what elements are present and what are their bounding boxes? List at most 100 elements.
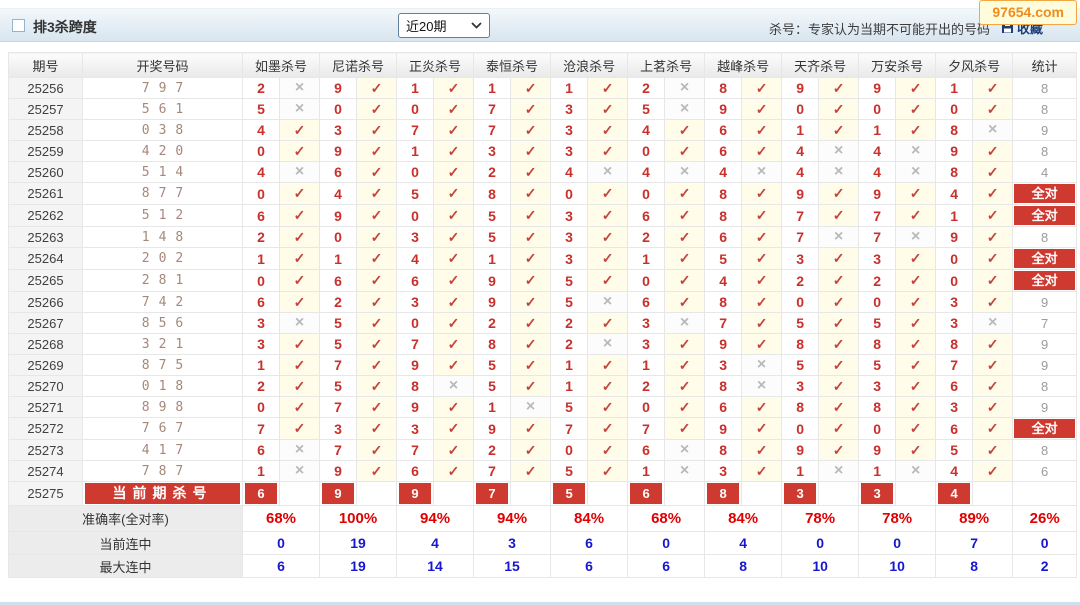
check-icon: ✓ (524, 163, 537, 180)
kill-number-cell: 7 (319, 439, 358, 461)
kill-number-cell: 1 (550, 375, 589, 397)
section-title: 排3杀跨度 (33, 19, 97, 35)
period-cell: 25274 (8, 460, 83, 482)
check-icon: ✓ (370, 250, 383, 266)
check-icon: ✓ (601, 228, 614, 245)
kill-mark-cell: ✓ (664, 333, 706, 355)
kill-number-cell: 4 (396, 247, 435, 270)
check-icon: ✓ (909, 335, 922, 352)
kill-mark-cell: ✓ (664, 119, 706, 141)
draw-numbers-cell: 797 (82, 77, 243, 99)
kill-mark-cell: ✓ (664, 182, 706, 205)
current-period-row: 25275 当前期杀号 6 9 9 7 5 6 8 3 3 4 (8, 481, 1078, 506)
current-kill-mark-cell (972, 481, 1014, 506)
draw-numbers-cell: 514 (82, 161, 243, 183)
summary-value-cell: 14 (396, 554, 475, 578)
table-row: 25256 797 2 × 9 ✓ 1 ✓ 1 ✓ 1 ✓ 2 × 8 ✓ 9 ✓ 9 ✓ 1 ✓ 8 (8, 77, 1078, 99)
kill-number-cell: 8 (935, 333, 974, 355)
kill-mark-cell: ✓ (587, 269, 629, 292)
kill-number-cell: 9 (319, 77, 358, 99)
kill-number-cell: 7 (550, 417, 589, 440)
check-icon: ✓ (986, 250, 999, 266)
kill-number-cell: 7 (473, 98, 512, 120)
column-header-expert: 万安杀号 (858, 52, 937, 78)
kill-number-cell: 7 (242, 417, 280, 440)
x-icon: × (987, 121, 998, 138)
kill-number-cell: 2 (627, 226, 666, 248)
current-kill-number: 3 (784, 483, 817, 504)
check-icon: ✓ (447, 121, 460, 138)
check-icon: ✓ (678, 420, 691, 436)
kill-mark-cell: ✓ (741, 77, 783, 99)
kill-number-cell: 7 (473, 119, 512, 141)
check-icon: ✓ (601, 100, 614, 117)
kill-mark-cell: × (510, 396, 552, 418)
kill-number-cell: 1 (473, 77, 512, 99)
period-cell: 25258 (8, 119, 83, 141)
check-icon: ✓ (293, 250, 306, 266)
check-icon: ✓ (524, 335, 537, 352)
kill-mark-cell: ✓ (433, 333, 475, 355)
kill-number-cell: 6 (935, 375, 974, 397)
check-icon: ✓ (755, 441, 768, 458)
check-icon: ✓ (370, 398, 383, 415)
column-header-draw-numbers: 开奖号码 (82, 52, 243, 78)
kill-number-cell: 9 (704, 417, 743, 440)
check-icon: ✓ (601, 398, 614, 415)
kill-number-cell: 5 (319, 375, 358, 397)
kill-mark-cell: ✓ (972, 439, 1014, 461)
check-icon: ✓ (832, 185, 845, 201)
check-icon: ✓ (755, 335, 768, 352)
kill-mark-cell: × (587, 161, 629, 183)
kill-number-cell: 0 (242, 182, 280, 205)
check-icon: ✓ (909, 207, 922, 223)
check-icon: ✓ (447, 272, 460, 288)
kill-number-cell: 3 (935, 291, 974, 313)
kill-number-cell: 2 (550, 333, 589, 355)
kill-number-cell: 0 (627, 182, 666, 205)
kill-number-cell: 0 (627, 269, 666, 292)
kill-mark-cell: × (664, 161, 706, 183)
kill-mark-cell: ✓ (278, 354, 321, 376)
kill-number-cell: 4 (858, 161, 897, 183)
section-checkbox[interactable] (12, 19, 25, 32)
check-icon: ✓ (293, 356, 306, 373)
check-icon: ✓ (524, 462, 537, 479)
kill-mark-cell: ✓ (972, 460, 1014, 482)
stat-cell: 9 (1012, 333, 1078, 355)
kill-mark-cell: × (278, 439, 321, 461)
check-icon: ✓ (524, 100, 537, 117)
kill-number-cell: 5 (319, 312, 358, 334)
kill-mark-cell: ✓ (818, 182, 860, 205)
watermark-link[interactable]: 97654.com (979, 0, 1077, 25)
kill-number-cell: 9 (473, 269, 512, 292)
current-kill-banner: 当前期杀号 (85, 483, 240, 504)
kill-mark-cell: ✓ (356, 312, 398, 334)
period-range-select[interactable]: 近20期 (398, 13, 490, 38)
kill-mark-cell: ✓ (510, 226, 552, 248)
kill-mark-cell: ✓ (972, 204, 1014, 227)
kill-number-cell: 8 (704, 291, 743, 313)
current-kill-mark-cell (895, 481, 937, 506)
kill-number-cell: 0 (935, 247, 974, 270)
stat-cell: 6 (1012, 460, 1078, 482)
period-cell: 25259 (8, 140, 83, 162)
kill-mark-cell: ✓ (433, 98, 475, 120)
kill-mark-cell: ✓ (895, 396, 937, 418)
kill-number-cell: 0 (935, 98, 974, 120)
kill-mark-cell: × (895, 140, 937, 162)
kill-number-cell: 4 (319, 182, 358, 205)
check-icon: ✓ (293, 228, 306, 245)
kill-mark-cell: ✓ (278, 333, 321, 355)
check-icon: ✓ (986, 142, 999, 159)
kill-mark-cell: ✓ (741, 396, 783, 418)
kill-mark-cell: ✓ (433, 247, 475, 270)
check-icon: ✓ (909, 121, 922, 138)
kill-number-cell: 5 (473, 375, 512, 397)
kill-mark-cell: ✓ (895, 354, 937, 376)
check-icon: ✓ (601, 420, 614, 436)
header-row: 期号 开奖号码 如墨杀号 尼诺杀号 正炎杀号 泰恒杀号 沧浪杀号 上茗杀号 越峰杀号 天齐杀号 万安… (8, 52, 1078, 78)
kill-mark-cell: ✓ (818, 354, 860, 376)
check-icon: ✓ (986, 398, 999, 415)
current-kill-number-cell: 6 (242, 481, 280, 506)
